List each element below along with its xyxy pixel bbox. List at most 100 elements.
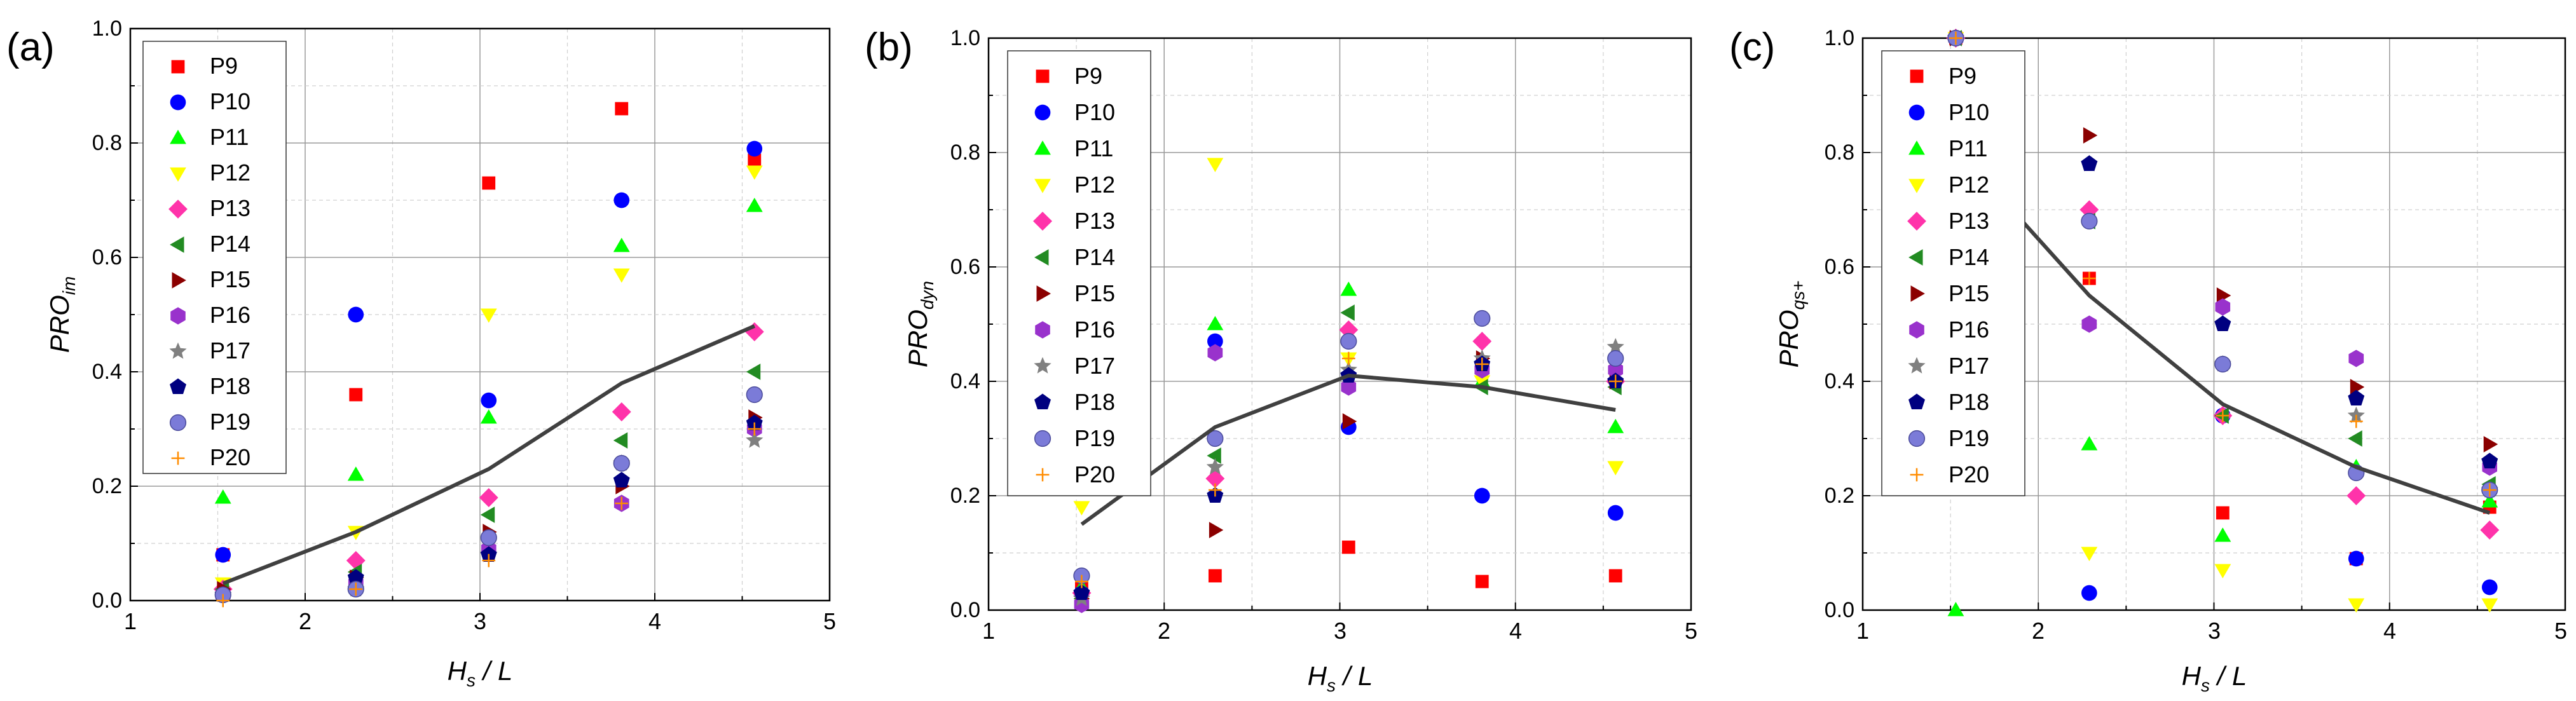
point-c-p10-4 bbox=[2481, 579, 2498, 596]
legend-label-c-p18: P18 bbox=[1949, 389, 1989, 415]
point-b-p14-1 bbox=[1207, 447, 1221, 464]
legend-a: P9 P10 P11 P12 P13 P14 P15 P16 P17 P18 P… bbox=[142, 41, 287, 474]
point-a-p19-3 bbox=[613, 454, 630, 472]
legend-marker-b-p17 bbox=[1034, 357, 1052, 374]
legend-marker-c-p13 bbox=[1907, 212, 1926, 231]
point-a-p20-4 bbox=[748, 422, 762, 436]
point-b-p19-2 bbox=[1340, 332, 1357, 350]
legend-label-a-p9: P9 bbox=[210, 53, 238, 79]
mean-line-a bbox=[222, 324, 755, 585]
series-layer-a bbox=[213, 102, 764, 608]
point-c-p16-2 bbox=[2215, 298, 2231, 316]
point-b-p10-1 bbox=[1207, 333, 1223, 350]
legend-marker-b-p11 bbox=[1034, 140, 1051, 155]
point-b-p19-3 bbox=[1474, 310, 1491, 327]
point-a-p20-1 bbox=[349, 582, 363, 596]
point-a-p10-2 bbox=[481, 392, 497, 409]
series-layer-c bbox=[1946, 29, 2500, 616]
point-a-p20-3 bbox=[615, 496, 629, 510]
point-a-p13-2 bbox=[479, 488, 498, 507]
legend-box-b bbox=[1007, 50, 1151, 496]
y-tick-label-c-3: 0.6 bbox=[1825, 255, 1854, 279]
legend-marker-b-p10 bbox=[1034, 104, 1051, 121]
ticks-b bbox=[988, 37, 1692, 611]
y-tick-label-a-0: 0.0 bbox=[92, 589, 122, 613]
point-c-p13-4 bbox=[2480, 521, 2500, 540]
legend-marker-c-p20 bbox=[1910, 468, 1924, 482]
legend-marker-a-p14 bbox=[170, 236, 184, 253]
y-tick-label-b-1: 0.2 bbox=[950, 484, 980, 508]
legend-label-c-p12: P12 bbox=[1949, 172, 1989, 198]
legend-marker-c-p9 bbox=[1910, 69, 1924, 83]
panel-label-c: (c) bbox=[1729, 25, 1775, 69]
legend-label-a-p14: P14 bbox=[210, 231, 250, 257]
ticks-c bbox=[1862, 37, 2566, 611]
point-c-p15-2 bbox=[2216, 287, 2231, 304]
series-b-p19 bbox=[1073, 310, 1624, 585]
point-a-p11-1 bbox=[347, 466, 364, 481]
y-tick-label-c-4: 0.8 bbox=[1825, 140, 1854, 165]
legend-label-a-p19: P19 bbox=[210, 409, 250, 435]
point-a-p19-4 bbox=[746, 386, 763, 404]
mean-line-b bbox=[1080, 374, 1616, 526]
point-b-p17-1 bbox=[1206, 458, 1224, 475]
x-tick-label-b-3: 4 bbox=[1509, 618, 1522, 644]
point-b-p16-1 bbox=[1207, 344, 1223, 362]
point-b-p17-4 bbox=[1607, 337, 1624, 355]
legend-label-c-p9: P9 bbox=[1949, 63, 1977, 89]
x-tick-label-c-3: 4 bbox=[2383, 618, 2396, 644]
legend-label-c-p15: P15 bbox=[1949, 280, 1989, 306]
legend-marker-c-p16 bbox=[1909, 321, 1924, 339]
panel-b: (b) 0.0 0.2 0.4 0.6 0.8 1.0 1 2 3 4 5 Hs… bbox=[865, 25, 1697, 695]
y-tick-label-a-5: 1.0 bbox=[92, 17, 122, 41]
point-a-p10-4 bbox=[746, 140, 763, 157]
legend-box-c bbox=[1881, 50, 2025, 496]
y-tick-label-b-0: 0.0 bbox=[950, 598, 980, 622]
series-c-p13 bbox=[1946, 29, 2500, 540]
point-c-p10-1 bbox=[2081, 585, 2097, 601]
series-a-p19 bbox=[214, 386, 763, 604]
x-tick-label-a-4: 5 bbox=[823, 608, 836, 634]
legend-marker-a-p11 bbox=[170, 130, 186, 144]
point-c-p19-2 bbox=[2214, 355, 2231, 373]
point-b-p20-4 bbox=[1608, 374, 1622, 388]
point-a-p9-2 bbox=[482, 176, 496, 190]
x-tick-label-b-1: 2 bbox=[1158, 618, 1170, 644]
legend-label-c-p11: P11 bbox=[1949, 135, 1987, 161]
legend-label-c-p20: P20 bbox=[1949, 461, 1989, 487]
point-c-p10-3 bbox=[2348, 550, 2364, 567]
series-b-p16 bbox=[1074, 344, 1623, 613]
x-tick-label-c-0: 1 bbox=[1856, 618, 1869, 644]
legend-label-b-p10: P10 bbox=[1074, 99, 1115, 125]
point-a-p18-3 bbox=[613, 472, 630, 487]
point-b-p20-2 bbox=[1341, 351, 1355, 365]
point-a-p18-1 bbox=[347, 569, 364, 585]
series-c-p17 bbox=[1947, 29, 2498, 498]
point-b-p20-3 bbox=[1475, 357, 1489, 371]
legend-markers-c bbox=[1907, 69, 1926, 482]
point-c-p15-1 bbox=[2083, 127, 2098, 144]
legend-label-c-p13: P13 bbox=[1949, 208, 1989, 234]
series-b-p20 bbox=[1075, 351, 1622, 589]
legend-marker-b-p14 bbox=[1034, 249, 1049, 266]
point-a-p9-4 bbox=[748, 153, 762, 167]
point-a-p11-3 bbox=[613, 238, 630, 252]
series-a-p18 bbox=[214, 414, 763, 602]
point-c-p12-2 bbox=[2214, 564, 2231, 578]
y-axis-label-a: PROim bbox=[45, 276, 79, 353]
series-c-p19 bbox=[1947, 29, 2498, 499]
point-c-p13-3 bbox=[2346, 486, 2366, 505]
point-b-p16-2 bbox=[1341, 378, 1357, 396]
point-c-p16-3 bbox=[2348, 350, 2364, 367]
legend-marker-a-p18 bbox=[170, 378, 186, 394]
legend-label-b-p14: P14 bbox=[1074, 244, 1115, 270]
y-tick-label-b-4: 0.8 bbox=[950, 140, 980, 165]
legend-marker-b-p13 bbox=[1033, 212, 1052, 231]
series-b-p9 bbox=[1075, 540, 1622, 594]
series-c-p11 bbox=[1947, 436, 2498, 616]
point-c-p12-1 bbox=[2081, 547, 2098, 561]
point-a-p12-2 bbox=[480, 308, 497, 323]
legend-label-a-p12: P12 bbox=[210, 160, 250, 186]
point-a-p20-0 bbox=[216, 594, 230, 608]
legend-label-b-p16: P16 bbox=[1074, 316, 1115, 343]
